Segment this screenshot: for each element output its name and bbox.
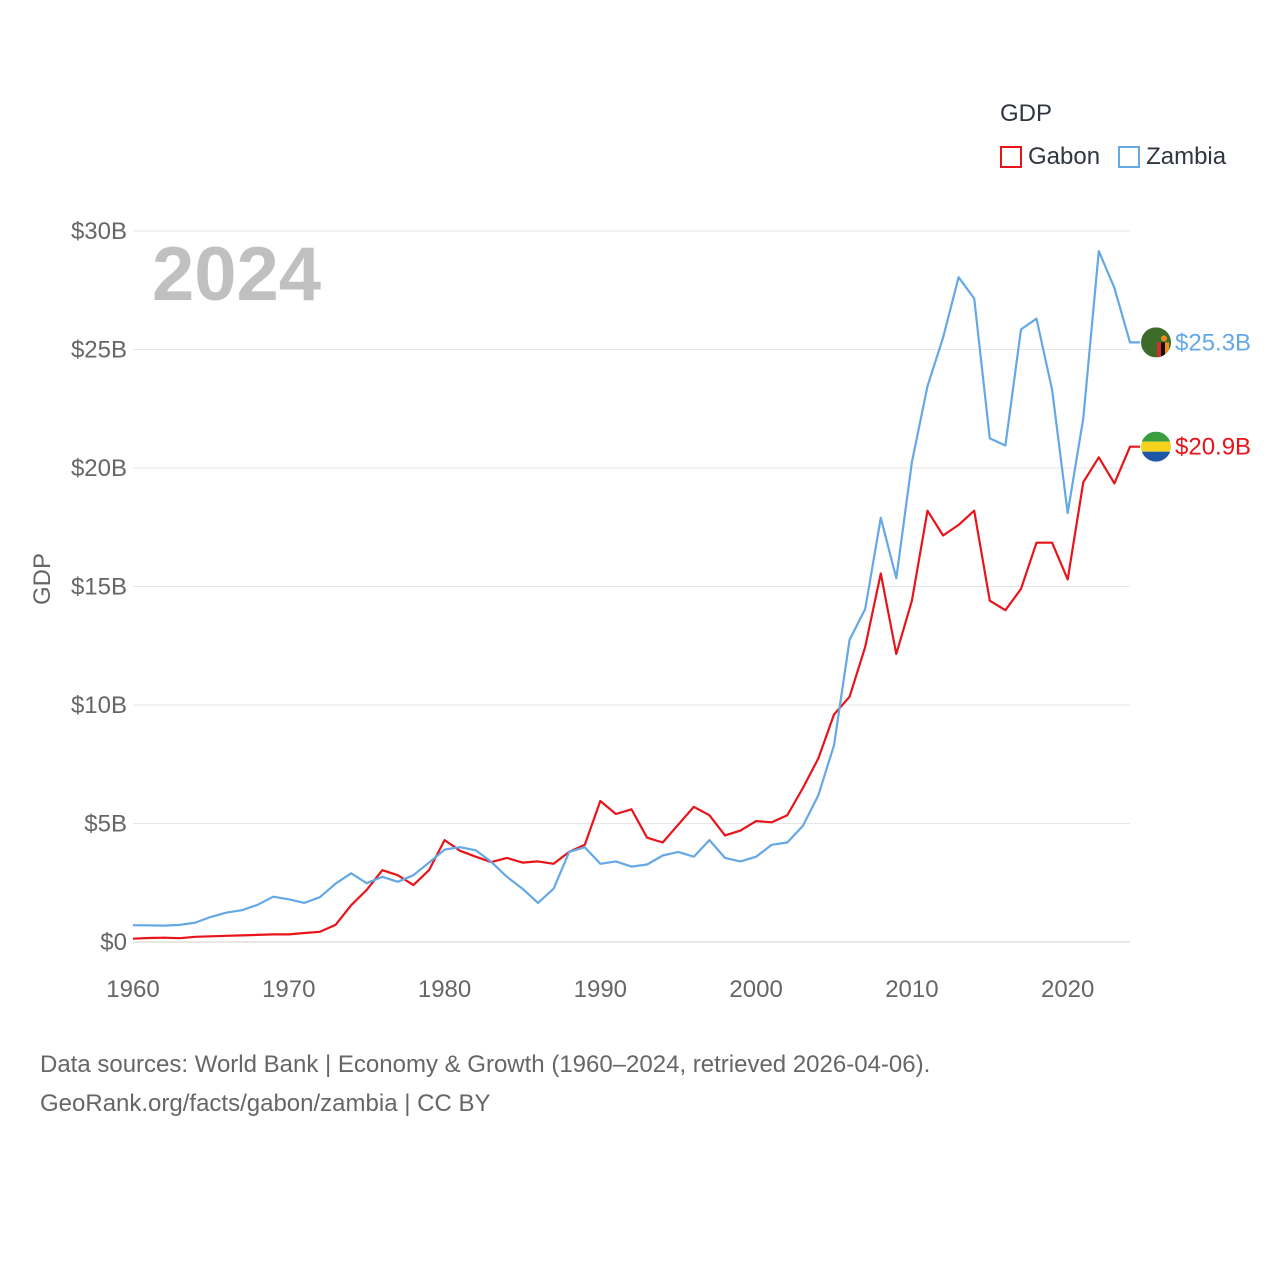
- series-end-markers: $20.9B $25.3B: [1141, 327, 1251, 462]
- y-tick-label: $25B: [71, 337, 127, 364]
- series-line-zambia: [132, 250, 1140, 927]
- x-tick-label: 2010: [885, 976, 938, 1003]
- y-tick-labels: $0 $5B $10B $15B $20B $25B $30B: [71, 218, 127, 956]
- x-tick-label: 1960: [106, 976, 159, 1003]
- y-tick-label: $10B: [71, 692, 127, 719]
- x-tick-label: 1990: [574, 976, 627, 1003]
- legend-swatch-gabon: [1000, 146, 1022, 168]
- footer: Data sources: World Bank | Economy & Gro…: [40, 1045, 930, 1123]
- legend-label-zambia: Zambia: [1146, 143, 1227, 170]
- x-tick-labels: 1960 1970 1980 1990 2000 2010 2020: [106, 976, 1094, 1003]
- x-tick-label: 1970: [262, 976, 315, 1003]
- legend-item-gabon[interactable]: Gabon: [1000, 143, 1100, 171]
- x-tick-label: 2000: [729, 976, 782, 1003]
- legend-title: GDP: [1000, 100, 1053, 127]
- series-lines: [132, 250, 1140, 940]
- legend-item-zambia[interactable]: Zambia: [1118, 143, 1226, 171]
- attribution-text: GeoRank.org/facts/gabon/zambia | CC BY: [40, 1090, 491, 1117]
- gabon-flag-icon: [1141, 431, 1171, 462]
- zambia-flag-icon: [1141, 327, 1171, 358]
- y-tick-label: $5B: [84, 811, 127, 838]
- legend-label-gabon: Gabon: [1028, 143, 1101, 170]
- current-year-label: 2024: [152, 232, 321, 317]
- data-sources-text: Data sources: World Bank | Economy & Gro…: [40, 1051, 931, 1078]
- y-tick-label: $15B: [71, 574, 127, 601]
- y-axis-label: GDP: [29, 553, 56, 605]
- series-line-gabon: [132, 445, 1140, 940]
- y-tick-label: $0: [100, 929, 127, 956]
- end-value-label-zambia: $25.3B: [1175, 329, 1251, 356]
- y-tick-label: $20B: [71, 455, 127, 482]
- y-gridlines: [133, 230, 1130, 943]
- legend: Gabon Zambia: [1000, 143, 1244, 171]
- x-tick-label: 1980: [418, 976, 471, 1003]
- legend-swatch-zambia: [1118, 146, 1141, 168]
- y-tick-label: $30B: [71, 218, 127, 245]
- end-value-label-gabon: $20.9B: [1175, 434, 1251, 461]
- x-tick-label: 2020: [1041, 976, 1094, 1003]
